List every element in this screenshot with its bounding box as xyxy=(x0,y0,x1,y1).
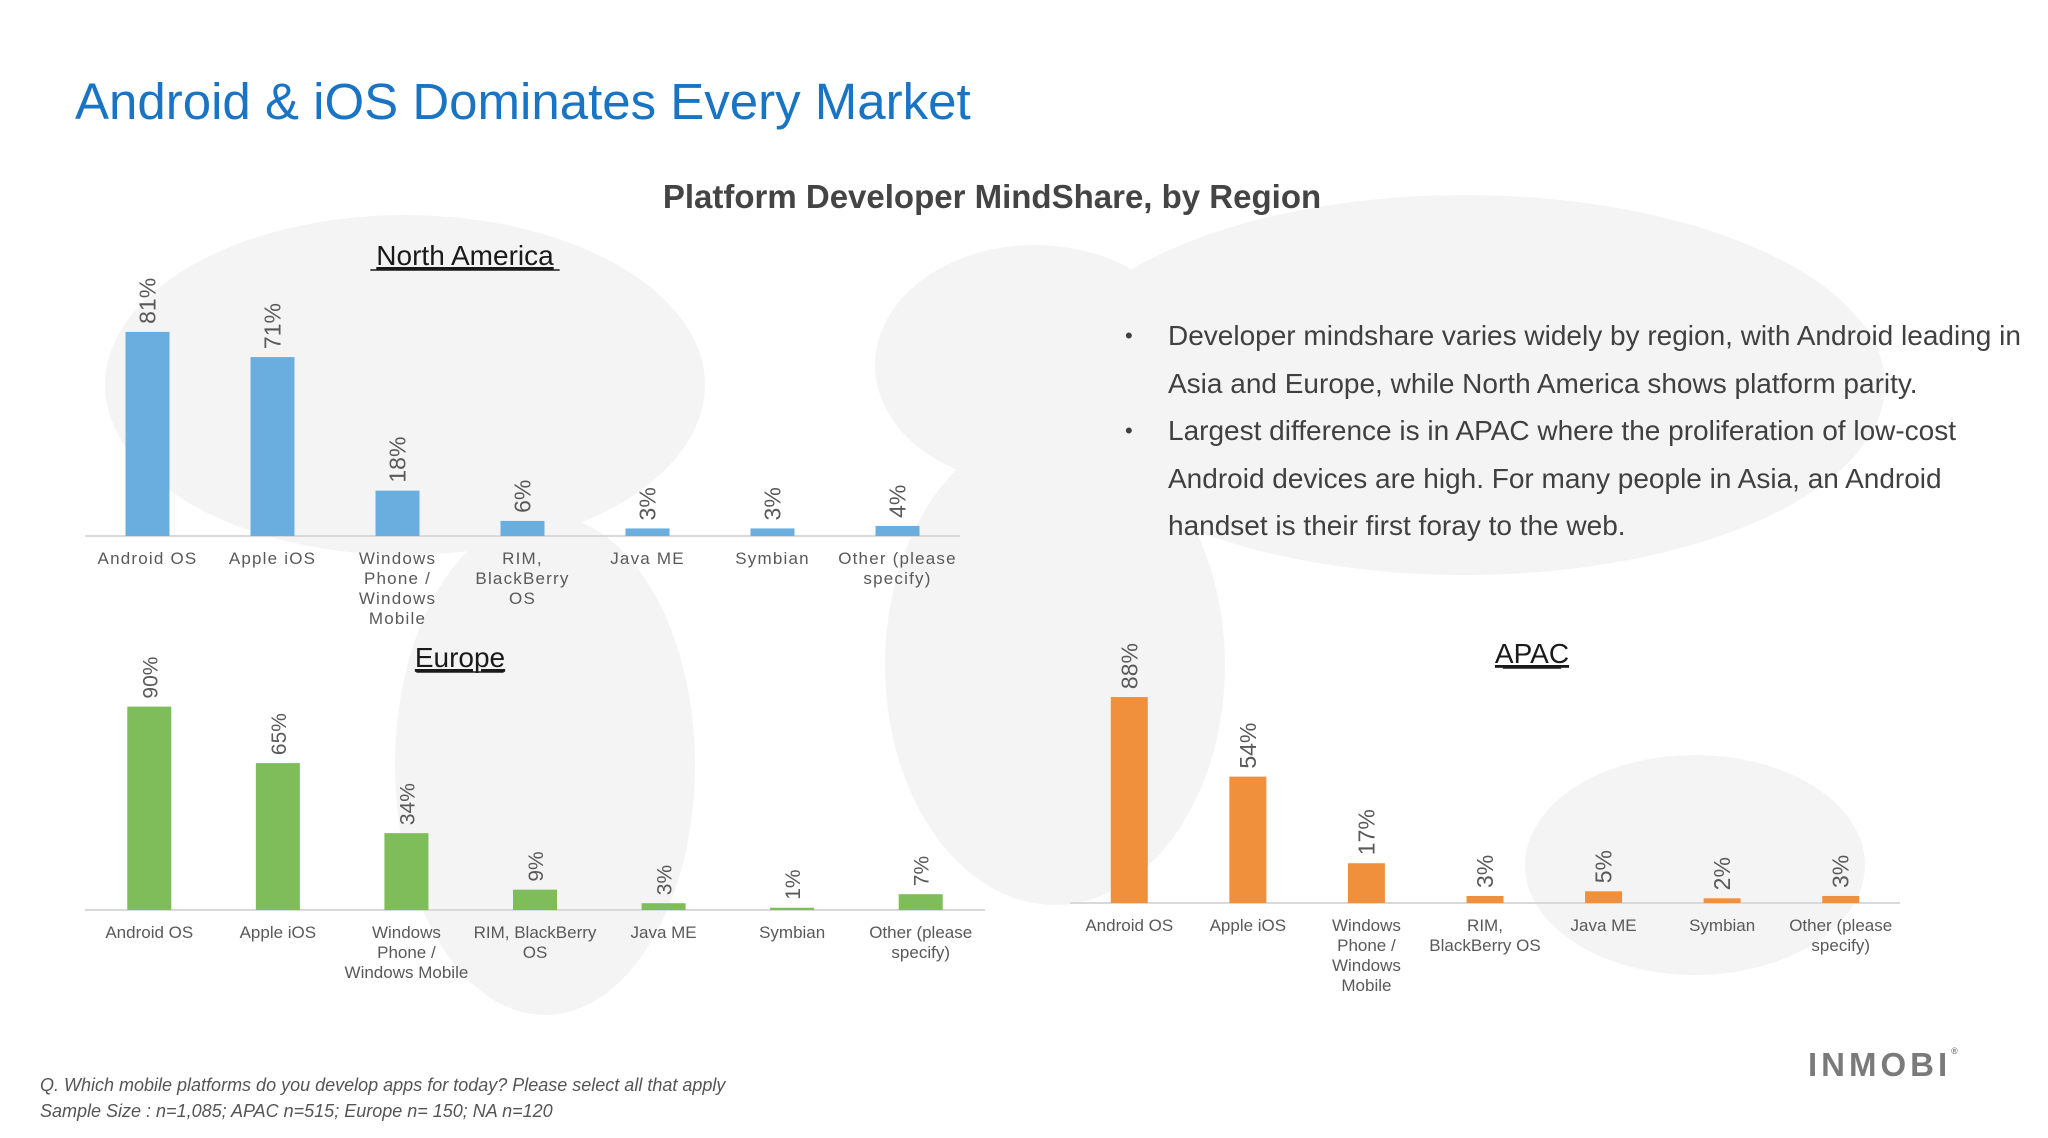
bar xyxy=(770,907,815,910)
value-label: 34% xyxy=(396,783,419,825)
bar xyxy=(898,894,943,910)
value-label: 4% xyxy=(885,485,911,518)
bar xyxy=(384,833,429,910)
region-title: APAC xyxy=(1495,638,1569,669)
category-label: Java ME xyxy=(610,549,685,568)
value-label: 9% xyxy=(525,851,548,881)
category-label: Symbian xyxy=(759,923,825,942)
category-label: Android OS xyxy=(98,549,198,568)
bar xyxy=(1585,891,1623,903)
bar xyxy=(875,525,920,536)
bar xyxy=(125,331,170,536)
bar xyxy=(513,889,557,910)
value-label: 3% xyxy=(635,487,661,520)
category-label: Apple iOS xyxy=(229,549,316,568)
value-label: 3% xyxy=(760,487,786,520)
bar xyxy=(375,490,420,536)
value-label: 18% xyxy=(385,437,411,483)
page-title: Android & iOS Dominates Every Market xyxy=(75,73,971,130)
chart-heading-text: Platform Developer MindShare, by Region xyxy=(662,178,1322,215)
bar xyxy=(625,528,670,536)
bar xyxy=(1110,697,1148,903)
bullet-item: • Developer mindshare varies widely by re… xyxy=(1125,312,2025,407)
value-label: 5% xyxy=(1591,850,1617,883)
value-label: 88% xyxy=(1116,643,1142,689)
category-label: Other (please specify) xyxy=(838,549,957,588)
bar xyxy=(250,357,295,536)
value-label: 17% xyxy=(1353,809,1379,855)
inmobi-logo: INMOBI® xyxy=(1808,1046,1958,1084)
bar xyxy=(1703,898,1741,903)
value-label: 71% xyxy=(260,303,286,349)
category-label: Java ME xyxy=(631,923,697,942)
bar xyxy=(1229,776,1267,903)
category-label: Other (please specify) xyxy=(1789,916,1892,955)
bullet-text: Largest difference is in APAC where the … xyxy=(1168,415,1957,541)
chart-heading: Platform Developer MindShare, by Region xyxy=(0,178,2048,216)
bullet-dot-icon: • xyxy=(1125,418,1133,443)
category-label: Other (please specify) xyxy=(869,923,972,962)
category-label: Windows Phone / Windows Mobile xyxy=(1332,916,1401,995)
registered-mark-icon: ® xyxy=(1951,1046,1958,1056)
bar xyxy=(641,903,686,910)
category-label: Apple iOS xyxy=(1210,916,1287,935)
category-label: Android OS xyxy=(1085,916,1173,935)
value-label: 3% xyxy=(1472,855,1498,888)
region-title: North America xyxy=(376,240,554,271)
value-label: 81% xyxy=(135,278,161,324)
value-label: 65% xyxy=(268,713,291,755)
category-label: Windows Phone / Windows Mobile xyxy=(345,923,469,982)
bullet-text: Developer mindshare varies widely by reg… xyxy=(1168,320,2021,399)
bar xyxy=(127,706,172,910)
bar xyxy=(750,528,795,536)
bar xyxy=(1822,895,1860,903)
footnote-sample-size: Sample Size : n=1,085; APAC n=515; Europ… xyxy=(40,1101,553,1121)
category-label: Java ME xyxy=(1571,916,1637,935)
bar xyxy=(1466,895,1504,903)
value-label: 1% xyxy=(782,869,805,899)
footnote-question: Q. Which mobile platforms do you develop… xyxy=(40,1075,726,1095)
value-label: 2% xyxy=(1709,857,1735,890)
category-label: Apple iOS xyxy=(240,923,317,942)
category-label: Windows Phone / Windows Mobile xyxy=(359,549,436,628)
category-label: Android OS xyxy=(105,923,193,942)
value-label: 54% xyxy=(1235,723,1261,769)
bar xyxy=(255,763,300,910)
value-label: 90% xyxy=(139,657,162,699)
bullet-item: • Largest difference is in APAC where the… xyxy=(1125,407,2025,550)
category-label: Symbian xyxy=(1689,916,1755,935)
category-label: RIM, BlackBerry OS xyxy=(474,923,597,962)
bar xyxy=(500,520,545,536)
value-label: 6% xyxy=(510,480,536,513)
value-label: 3% xyxy=(1828,855,1854,888)
category-label: RIM, BlackBerry OS xyxy=(475,549,569,608)
value-label: 7% xyxy=(911,856,934,886)
category-label: RIM, BlackBerry OS xyxy=(1429,916,1540,955)
logo-text: INMOBI xyxy=(1808,1046,1952,1083)
region-title: Europe xyxy=(415,642,505,673)
value-label: 3% xyxy=(654,865,677,895)
bullet-list: • Developer mindshare varies widely by re… xyxy=(1125,312,2025,550)
category-label: Symbian xyxy=(735,549,810,568)
bar xyxy=(1347,863,1385,903)
bullet-dot-icon: • xyxy=(1125,323,1133,348)
